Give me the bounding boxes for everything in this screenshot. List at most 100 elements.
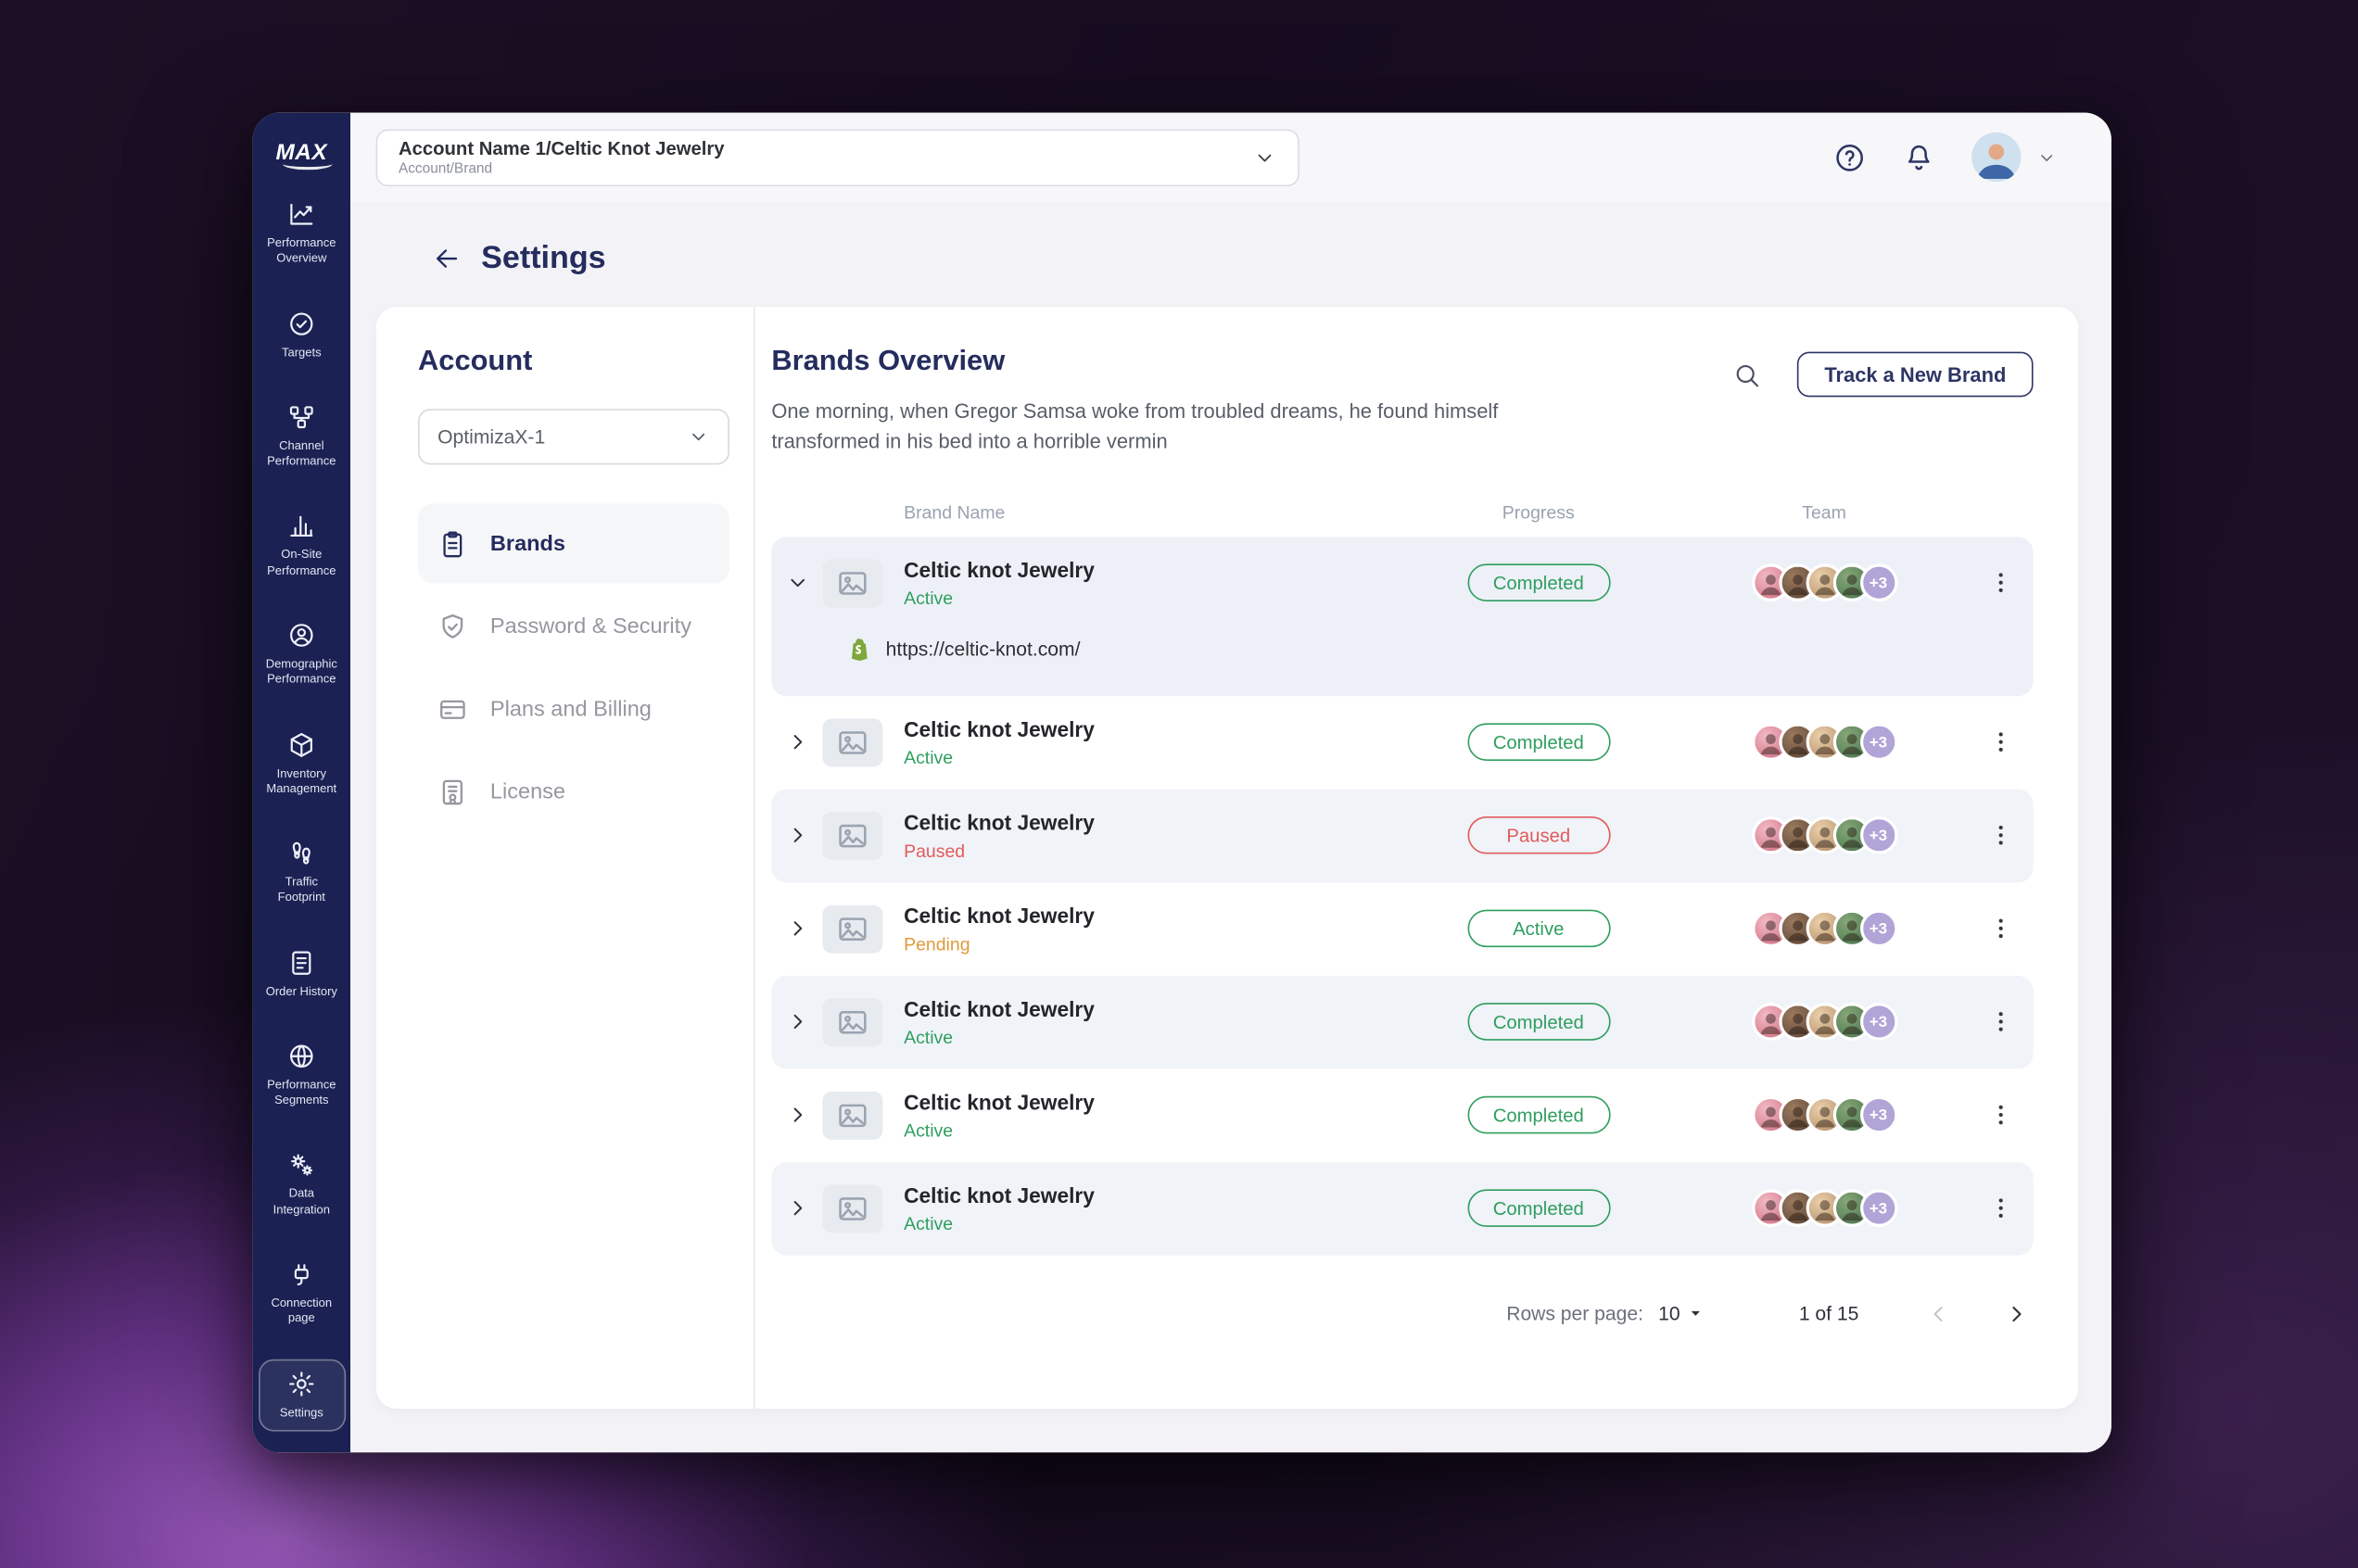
brands-table: Brand Name Progress Team Celtic knot Jew… [771, 494, 2034, 1255]
brand-row: Celtic knot Jewelry Pending Active +3 [771, 882, 2033, 976]
page-info: 1 of 15 [1798, 1302, 1859, 1325]
chevron-right-icon[interactable] [784, 822, 810, 848]
help-icon[interactable] [1833, 141, 1867, 174]
brand-image-placeholder [822, 904, 883, 953]
topbar: Account Name 1/Celtic Knot Jewelry Accou… [350, 112, 2111, 202]
sidebar-item-label: Connection page [271, 1296, 333, 1326]
image-placeholder-icon [836, 726, 869, 759]
prev-page-button[interactable] [1925, 1300, 1952, 1327]
sidebar-item-data-integration[interactable]: Data Integration [258, 1141, 345, 1229]
column-team: Team [1802, 501, 1846, 523]
image-placeholder-icon [836, 1005, 869, 1039]
sidebar-item-order-history[interactable]: Order History [258, 938, 345, 1011]
kebab-menu-icon[interactable] [1985, 1007, 2014, 1036]
account-menu-item-password-security[interactable]: Password & Security [418, 587, 729, 666]
account-menu-item-plans-and-billing[interactable]: Plans and Billing [418, 669, 729, 749]
kebab-menu-icon[interactable] [1985, 1101, 2014, 1130]
kebab-menu-icon[interactable] [1985, 914, 2014, 942]
rows-per-page-value: 10 [1658, 1302, 1680, 1325]
team-extra-count: +3 [1859, 816, 1897, 854]
track-new-brand-button[interactable]: Track a New Brand [1797, 351, 2034, 398]
nodes-icon [287, 402, 316, 431]
chevron-down-icon [1253, 145, 1277, 170]
column-progress: Progress [1502, 501, 1575, 523]
brand-image-placeholder [822, 1091, 883, 1140]
next-page-button[interactable] [2003, 1300, 2030, 1327]
brand-row: Celtic knot Jewelry Active Completed +3 … [771, 536, 2034, 696]
sidebar-item-performance-overview[interactable]: Performance Overview [258, 189, 345, 277]
account-menu-item-brands[interactable]: Brands [418, 503, 729, 584]
account-dropdown[interactable]: OptimizaX-1 [418, 409, 729, 465]
pagination: Rows per page: 10 1 of 15 [771, 1300, 2033, 1327]
team-avatars: +3 [1751, 909, 1897, 948]
sidebar-item-demographic-performance[interactable]: Demographic Performance [258, 611, 345, 699]
team-avatars: +3 [1751, 563, 1897, 601]
progress-badge: Active [1466, 909, 1610, 948]
chevron-right-icon[interactable] [784, 729, 810, 755]
chevron-right-icon[interactable] [784, 1009, 810, 1035]
image-placeholder-icon [836, 818, 869, 852]
chevron-right-icon[interactable] [784, 916, 810, 942]
brand-name: Celtic knot Jewelry [904, 809, 1095, 834]
brand-row-main: Celtic knot Jewelry Active Completed +3 [771, 695, 2033, 789]
sidebar-item-on-site-performance[interactable]: On-Site Performance [258, 501, 345, 589]
account-selector-text: Account Name 1/Celtic Knot Jewelry Accou… [399, 137, 725, 176]
brand-status: Active [904, 587, 954, 609]
bell-icon[interactable] [1902, 141, 1935, 174]
rows-per-page-select[interactable]: 10 [1658, 1302, 1705, 1324]
brand-row-main: Celtic knot Jewelry Active Completed +3 [771, 1161, 2033, 1255]
sidebar-item-targets[interactable]: Targets [258, 298, 345, 372]
sidebar-item-traffic-footprint[interactable]: Traffic Footprint [258, 828, 345, 917]
account-menu-item-label: License [489, 779, 566, 804]
brand-image-placeholder [822, 1183, 883, 1233]
sidebar-item-performance-segments[interactable]: Performance Segments [258, 1031, 345, 1119]
sidebar-item-channel-performance[interactable]: Channel Performance [258, 392, 345, 480]
account-menu-item-license[interactable]: License [418, 752, 729, 831]
image-placeholder-icon [836, 1192, 869, 1225]
license-icon [437, 777, 467, 806]
account-brand-selector[interactable]: Account Name 1/Celtic Knot Jewelry Accou… [375, 128, 1299, 186]
settings-card: Account OptimizaX-1 Brands Password & Sec… [375, 306, 2079, 1410]
caret-down-icon [1686, 1304, 1705, 1323]
brands-table-header: Brand Name Progress Team [771, 494, 2033, 530]
brand-row-main: Celtic knot Jewelry Active Completed +3 [771, 1069, 2033, 1162]
brand-url[interactable]: https://celtic-knot.com/ [885, 637, 1081, 661]
team-avatars: +3 [1751, 1189, 1897, 1227]
brand-name: Celtic knot Jewelry [904, 1182, 1095, 1208]
account-selector-caption: Account/Brand [398, 159, 493, 177]
search-icon[interactable] [1732, 360, 1761, 389]
account-selector-value: Account Name 1/Celtic Knot Jewelry [398, 137, 725, 159]
chevron-down-icon[interactable] [2036, 146, 2058, 168]
user-avatar[interactable] [1971, 132, 2022, 183]
document-list-icon [287, 948, 316, 977]
brand-image-placeholder [822, 717, 883, 766]
brand-status: Paused [904, 840, 966, 861]
bar-chart-icon [287, 512, 316, 540]
team-extra-count: +3 [1859, 909, 1897, 948]
sidebar-item-label: Demographic Performance [265, 656, 337, 687]
brand-status: Active [904, 1212, 954, 1234]
column-brand-name: Brand Name [904, 501, 1006, 523]
chevron-right-icon[interactable] [784, 1102, 810, 1128]
chevron-right-icon[interactable] [784, 1195, 810, 1221]
account-menu-item-label: Password & Security [489, 613, 691, 639]
credit-card-icon [437, 694, 467, 724]
kebab-menu-icon[interactable] [1985, 821, 2014, 850]
sidebar-item-settings[interactable]: Settings [258, 1359, 346, 1432]
team-extra-count: +3 [1859, 1095, 1897, 1134]
back-button[interactable] [432, 244, 462, 273]
page-head: Settings [432, 241, 2111, 277]
chevron-down-icon [687, 425, 709, 448]
brand-row: Celtic knot Jewelry Active Completed +3 [771, 1069, 2033, 1162]
shield-check-icon [437, 612, 467, 641]
kebab-menu-icon[interactable] [1985, 568, 2014, 597]
sidebar-item-label: Performance Overview [267, 235, 336, 266]
kebab-menu-icon[interactable] [1985, 1194, 2014, 1222]
sidebar-item-inventory-management[interactable]: Inventory Management [258, 719, 345, 807]
chevron-down-icon[interactable] [784, 570, 810, 596]
sidebar-item-connection-page[interactable]: Connection page [258, 1249, 345, 1337]
rows-per-page-label: Rows per page: [1506, 1302, 1643, 1325]
user-circle-icon [287, 621, 316, 650]
kebab-menu-icon[interactable] [1985, 727, 2014, 756]
image-placeholder-icon [836, 1098, 869, 1132]
